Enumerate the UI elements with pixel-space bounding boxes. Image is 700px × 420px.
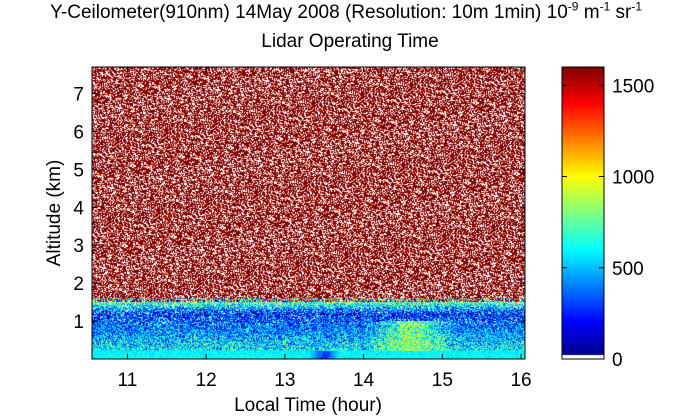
colorbar-tick-label: 1000 [612,168,654,189]
y-tick-label: 7 [73,85,84,106]
colorbar-tick-label: 1500 [612,76,654,97]
chart-subtitle: Lidar Operating Time [261,31,439,52]
x-tick-label: 12 [196,370,217,391]
colorbar [562,67,604,359]
colorbar-frame [561,66,605,360]
x-tick-label: 14 [353,370,375,391]
x-axis: 11 12 13 14 15 16 [118,67,532,391]
y-axis-label: Altitude (km) [44,160,65,267]
y-tick-label: 1 [73,312,84,333]
x-tick-label: 13 [274,370,295,391]
colorbar-tick-label: 500 [612,259,644,280]
colorbar-tick-label: 0 [612,350,623,371]
plot-frame [91,66,526,360]
y-tick-label: 3 [73,236,84,257]
y-tick-label: 5 [73,160,84,181]
colorbar-axis: 0 500 1000 1500 [562,76,654,371]
y-tick-label: 2 [73,274,84,295]
x-tick-label: 16 [510,370,531,391]
x-tick-label: 11 [118,370,138,391]
y-tick-label: 4 [73,198,84,219]
y-tick-label: 6 [73,122,84,143]
x-tick-label: 15 [432,370,453,391]
heatmap-image [92,67,525,359]
x-axis-label: Local Time (hour) [234,395,382,416]
y-axis: 1 2 3 4 5 6 7 [73,85,525,333]
chart-title: Y-Ceilometer(910nm) 14May 2008 (Resoluti… [49,0,643,23]
